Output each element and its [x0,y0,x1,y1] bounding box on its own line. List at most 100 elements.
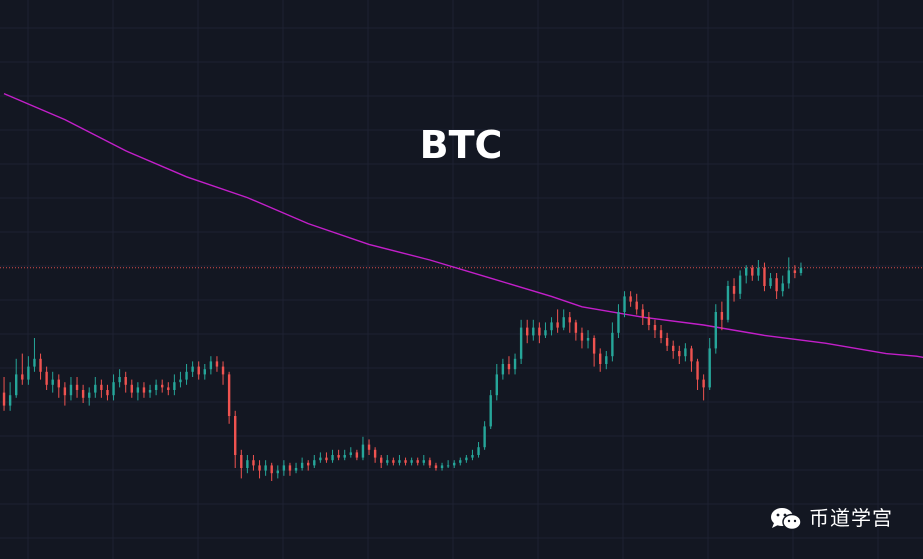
candle-body [69,384,73,396]
candle-body [781,283,784,292]
candle [21,353,24,385]
candle [8,382,12,411]
candle [696,358,699,390]
candle-body [440,465,444,468]
candle-body [258,465,261,471]
candle [325,452,328,463]
candle [678,345,681,364]
candle [63,382,67,406]
candle [635,293,638,315]
candle [745,265,748,284]
candle [142,382,146,398]
candle [422,455,425,466]
candle [2,377,6,411]
candle-body [367,444,371,450]
candle [738,270,742,299]
candle-body [453,462,456,466]
candle [507,356,511,375]
candle-body [404,460,407,463]
candle-body [574,322,578,333]
candle [75,377,79,398]
candle-body [2,392,6,406]
candle-body [288,465,292,471]
candle-body [793,270,797,273]
candle [726,280,730,323]
candle [526,319,529,344]
candle-body [203,369,206,375]
candle [672,340,675,359]
candle [69,377,73,401]
candle-body [337,455,340,458]
candle [446,460,450,468]
candle [489,390,492,429]
candle-body [714,312,717,349]
candle-body [154,384,158,390]
chart-title: BTC [420,123,503,167]
candle [751,265,754,281]
candle [349,447,352,458]
candle-body [416,460,419,463]
candle-body [307,462,310,466]
candle-body [173,382,176,390]
candle-body [392,460,395,463]
candle [288,462,292,476]
candle [51,371,54,393]
candle-body [130,384,133,393]
candle [386,455,389,466]
candle-body [282,465,286,471]
candle [124,371,127,393]
candle [246,455,249,474]
candle [544,322,547,338]
candle-body [15,374,18,396]
candle [428,457,432,468]
candle [331,449,334,463]
candle [81,384,85,403]
candle [33,338,36,372]
candle [282,460,286,476]
candle-body [63,387,67,396]
candle-body [501,364,505,375]
candle-body [446,465,450,467]
candle-body [142,387,146,393]
candle-body [136,387,140,393]
candle-body [544,330,547,336]
candle-body [562,317,565,328]
candle [720,301,724,331]
candle-body [361,444,365,458]
candle [714,304,717,354]
candle-body [471,455,474,458]
candle [769,273,772,289]
candle [501,358,505,380]
candle [519,319,523,364]
candle-body [428,460,432,466]
candle [763,262,766,292]
candle [234,410,237,468]
candle-body [720,312,724,320]
candle [319,452,322,463]
candle-body [276,470,279,474]
candle [440,462,444,471]
candle-body [373,449,377,458]
candle-body [556,322,559,328]
candle-body [386,460,389,463]
candle [173,374,176,396]
candle [161,379,164,393]
candle [495,364,498,401]
candle-body [757,267,760,276]
candle [562,309,565,331]
candle-body [325,457,328,461]
candle-body [592,338,596,354]
candle-body [234,416,237,455]
candle [252,455,255,471]
candle-body [513,358,517,370]
candle [453,460,456,468]
candle [221,361,225,385]
candle [57,374,60,398]
candle [538,322,541,344]
candle [94,377,97,398]
candle-body [75,384,79,390]
candle [337,449,340,461]
candle-body [33,358,36,367]
